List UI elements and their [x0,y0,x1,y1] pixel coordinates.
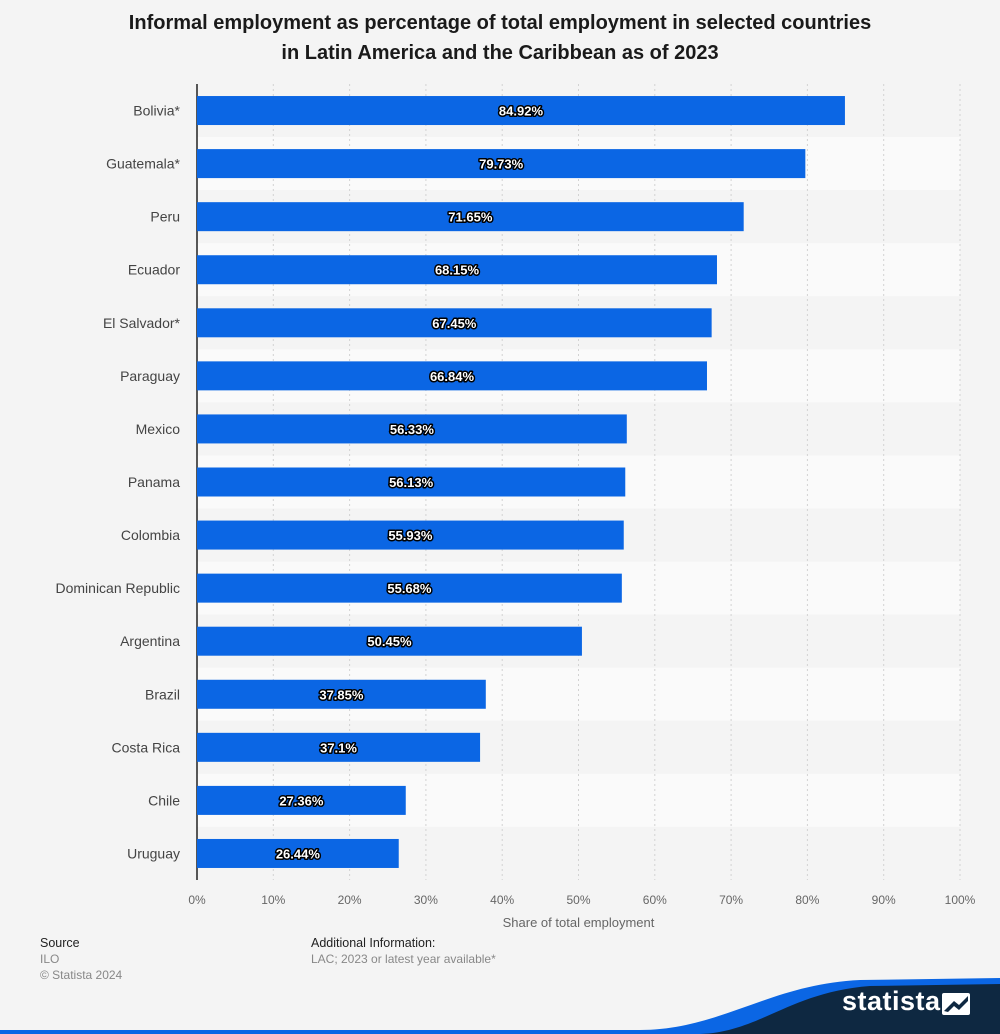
statista-logo-text[interactable]: statista [842,986,941,1016]
data-label: 56.13% [389,475,434,490]
x-tick-label: 70% [719,893,743,907]
category-labels: Bolivia* Guatemala* Peru Ecuador El Salvador… [55,103,180,862]
data-label: 55.68% [387,581,432,596]
category-label: Argentina [120,633,180,649]
data-labels: 84.92% 79.73% 71.65% 68.15% 67.45% 66.84% 56.3… [274,102,545,863]
bar[interactable] [197,467,626,497]
bar-chart: Bolivia* Guatemala* Peru Ecuador El Salvador… [55,84,976,930]
data-label: 26.44% [276,846,321,861]
copyright: © Statista 2024 [40,968,123,982]
bar[interactable] [197,679,486,709]
category-label: Brazil [145,686,180,702]
x-tick-label: 20% [338,893,362,907]
x-tick-label: 80% [795,893,819,907]
data-label: 67.45% [432,316,477,331]
bar[interactable] [197,361,707,391]
footer-wave-accent [0,978,1000,1034]
x-tick-label: 60% [643,893,667,907]
bar[interactable] [197,149,806,179]
category-label: Uruguay [127,845,180,861]
x-tick-label: 40% [490,893,514,907]
statista-logo-icon [942,993,970,1015]
bar[interactable] [197,308,712,338]
bar[interactable] [197,520,624,550]
source-block: Source ILO © Statista 2024 [40,935,122,983]
data-label: 84.92% [499,104,544,119]
source-name: ILO [40,952,60,966]
data-label: 27.36% [279,793,324,808]
category-label: El Salvador* [103,315,181,331]
x-tick-label: 0% [188,893,206,907]
category-label: Colombia [121,527,180,543]
category-label: Bolivia* [133,103,180,119]
additional-info-block: Additional Information: LAC; 2023 or lat… [311,935,496,967]
data-label: 56.33% [390,422,435,437]
x-tick-labels: 0% 10% 20% 30% 40% 50% 60% 70% 80% 90% 100% [188,893,975,907]
x-tick-label: 50% [566,893,590,907]
source-heading: Source [40,936,80,950]
x-tick-label: 30% [414,893,438,907]
bar[interactable] [197,732,481,762]
bar[interactable] [197,202,744,232]
category-label: Chile [148,792,180,808]
data-label: 66.84% [430,369,475,384]
bar[interactable] [197,414,627,444]
bar[interactable] [197,785,406,815]
category-label: Ecuador [128,262,180,278]
category-label: Mexico [136,421,181,437]
category-label: Costa Rica [112,739,181,755]
bar[interactable] [197,626,582,656]
chart-title-line-2: in Latin America and the Caribbean as of… [281,42,719,64]
category-label: Dominican Republic [55,580,180,596]
data-label: 71.65% [448,210,493,225]
footer-wave-main [700,984,1000,1034]
category-label: Panama [128,474,180,490]
bar[interactable] [197,838,399,868]
additional-info-text: LAC; 2023 or latest year available* [311,952,496,966]
category-label: Peru [150,209,180,225]
bar[interactable] [197,96,845,126]
data-label: 68.15% [435,263,480,278]
data-label: 37.1% [320,740,357,755]
data-label: 79.73% [479,157,524,172]
bar[interactable] [197,255,717,285]
bar[interactable] [197,573,622,603]
data-label: 50.45% [367,634,412,649]
x-axis-title: Share of total employment [503,915,655,930]
footer-wave [0,978,1000,1034]
x-tick-label: 10% [261,893,285,907]
chart-title-line-1: Informal employment as percentage of tot… [128,12,872,34]
chart-title: Informal employment as percentage of tot… [40,8,960,68]
additional-info-heading: Additional Information: [311,936,436,950]
data-label: 37.85% [319,687,364,702]
x-tick-label: 100% [945,893,976,907]
category-label: Paraguay [120,368,180,384]
category-label: Guatemala* [106,156,180,172]
x-tick-label: 90% [872,893,896,907]
bars [197,96,845,868]
data-label: 55.93% [388,528,433,543]
